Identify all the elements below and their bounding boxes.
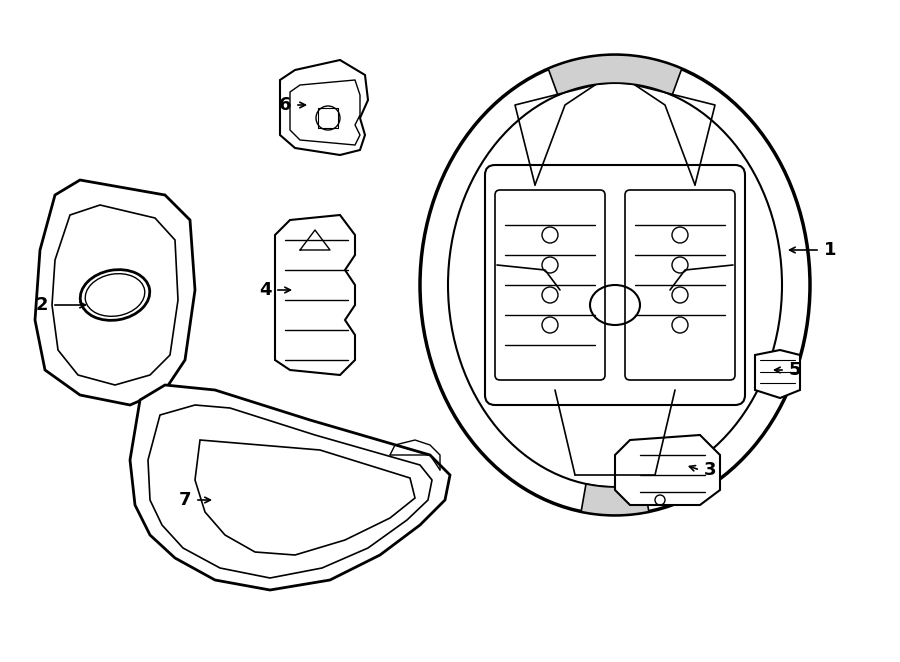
- Polygon shape: [548, 55, 681, 95]
- Polygon shape: [130, 385, 450, 590]
- Text: 7: 7: [179, 491, 192, 509]
- Text: 6: 6: [279, 96, 292, 114]
- Text: 5: 5: [788, 361, 801, 379]
- Polygon shape: [581, 484, 649, 515]
- Polygon shape: [280, 60, 368, 155]
- Polygon shape: [755, 350, 800, 398]
- Polygon shape: [35, 180, 195, 405]
- Text: 4: 4: [259, 281, 271, 299]
- Text: 3: 3: [704, 461, 716, 479]
- Polygon shape: [275, 215, 355, 375]
- Polygon shape: [615, 435, 720, 505]
- Text: 1: 1: [824, 241, 836, 259]
- Text: 2: 2: [36, 296, 49, 314]
